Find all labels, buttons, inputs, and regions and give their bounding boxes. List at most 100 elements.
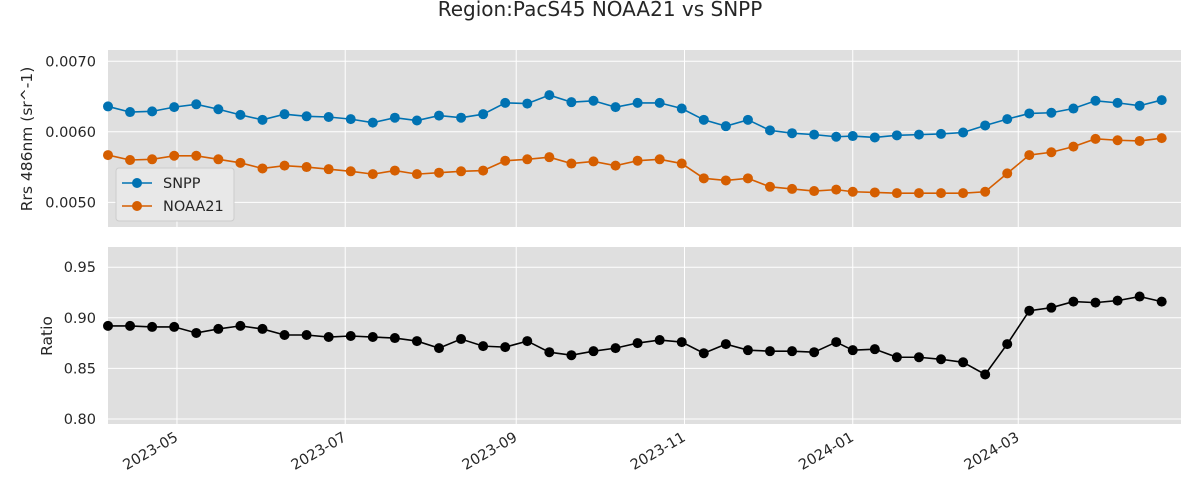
data-point — [936, 354, 947, 365]
x-tick-label: 2024-03 — [962, 430, 1022, 474]
data-point — [411, 115, 422, 126]
bottom-y-axis-label: Ratio — [38, 316, 56, 356]
data-point — [1068, 296, 1079, 307]
data-point — [235, 320, 246, 331]
data-point — [654, 335, 665, 346]
data-point — [125, 320, 136, 331]
data-point — [411, 336, 422, 347]
data-point — [831, 337, 842, 348]
legend-label-snpp: SNPP — [163, 176, 201, 192]
data-point — [345, 166, 356, 177]
data-point — [765, 125, 776, 136]
bottom-y-ticks: 0.80 0.85 0.90 0.95 — [64, 260, 96, 428]
legend-label-noaa21: NOAA21 — [163, 199, 224, 215]
data-point — [913, 352, 924, 363]
data-point — [323, 164, 334, 175]
data-point — [345, 331, 356, 342]
data-point — [544, 90, 555, 101]
data-point — [411, 169, 422, 180]
data-point — [676, 337, 687, 348]
data-point — [1090, 297, 1101, 308]
data-point — [588, 95, 599, 106]
data-point — [847, 131, 858, 142]
data-point — [125, 107, 136, 118]
data-point — [936, 128, 947, 139]
top-plot-area — [108, 50, 1181, 227]
data-point — [323, 332, 334, 343]
data-point — [588, 156, 599, 167]
top-y-axis-label: Rrs 486nm (sr^-1) — [18, 67, 36, 212]
data-point — [103, 320, 113, 331]
data-point — [147, 154, 158, 165]
data-point — [522, 336, 533, 347]
data-point — [279, 329, 290, 340]
data-point — [257, 163, 268, 174]
y-tick-label: 0.80 — [64, 412, 96, 428]
data-point — [301, 162, 312, 173]
data-point — [787, 346, 798, 357]
data-point — [1002, 114, 1013, 125]
data-point — [676, 103, 687, 114]
data-point — [279, 109, 290, 120]
chart-title: Region:PacS45 NOAA21 vs SNPP — [438, 0, 763, 21]
data-point — [191, 150, 202, 161]
x-tick-label: 2024-01 — [796, 430, 856, 474]
data-point — [1112, 97, 1123, 108]
x-tick-label: 2023-07 — [289, 430, 349, 474]
data-point — [323, 111, 334, 122]
data-point — [478, 341, 489, 352]
data-point — [566, 97, 577, 108]
data-point — [742, 173, 753, 184]
data-point — [147, 106, 158, 117]
data-point — [235, 157, 246, 168]
data-point — [191, 327, 202, 338]
legend: SNPP NOAA21 — [115, 167, 235, 222]
data-point — [1024, 150, 1035, 161]
data-point — [1134, 291, 1145, 302]
data-point — [869, 132, 880, 143]
data-point — [869, 344, 880, 355]
data-point — [544, 152, 555, 163]
data-point — [103, 150, 113, 161]
data-point — [869, 187, 880, 198]
data-point — [389, 165, 400, 176]
data-point — [891, 130, 902, 141]
data-point — [213, 104, 224, 115]
data-point — [632, 338, 643, 349]
data-point — [1156, 296, 1167, 307]
data-point — [610, 102, 621, 113]
data-point — [1002, 339, 1013, 350]
data-point — [809, 186, 820, 197]
data-point — [958, 127, 969, 138]
data-point — [169, 150, 180, 161]
data-point — [125, 155, 136, 166]
data-point — [1046, 302, 1057, 313]
data-point — [831, 131, 842, 142]
data-point — [913, 129, 924, 140]
data-point — [676, 158, 687, 169]
data-point — [566, 350, 577, 361]
bottom-plot-area — [108, 247, 1181, 424]
data-point — [500, 342, 511, 353]
top-y-ticks: 0.0050 0.0060 0.0070 — [45, 54, 96, 211]
data-point — [809, 129, 820, 140]
data-point — [720, 339, 731, 350]
data-point — [847, 186, 858, 197]
data-point — [588, 346, 599, 357]
data-point — [1046, 107, 1057, 118]
data-point — [1068, 103, 1079, 114]
data-point — [742, 345, 753, 356]
data-point — [720, 121, 731, 132]
data-point — [456, 334, 467, 345]
data-point — [257, 114, 268, 125]
data-point — [787, 183, 798, 194]
data-point — [698, 173, 709, 184]
data-point — [698, 114, 709, 125]
legend-marker-noaa21 — [132, 201, 142, 211]
data-point — [1112, 295, 1123, 306]
data-point — [1046, 147, 1057, 158]
data-point — [345, 114, 356, 125]
data-point — [1068, 141, 1079, 152]
data-point — [367, 169, 378, 180]
data-point — [765, 181, 776, 192]
